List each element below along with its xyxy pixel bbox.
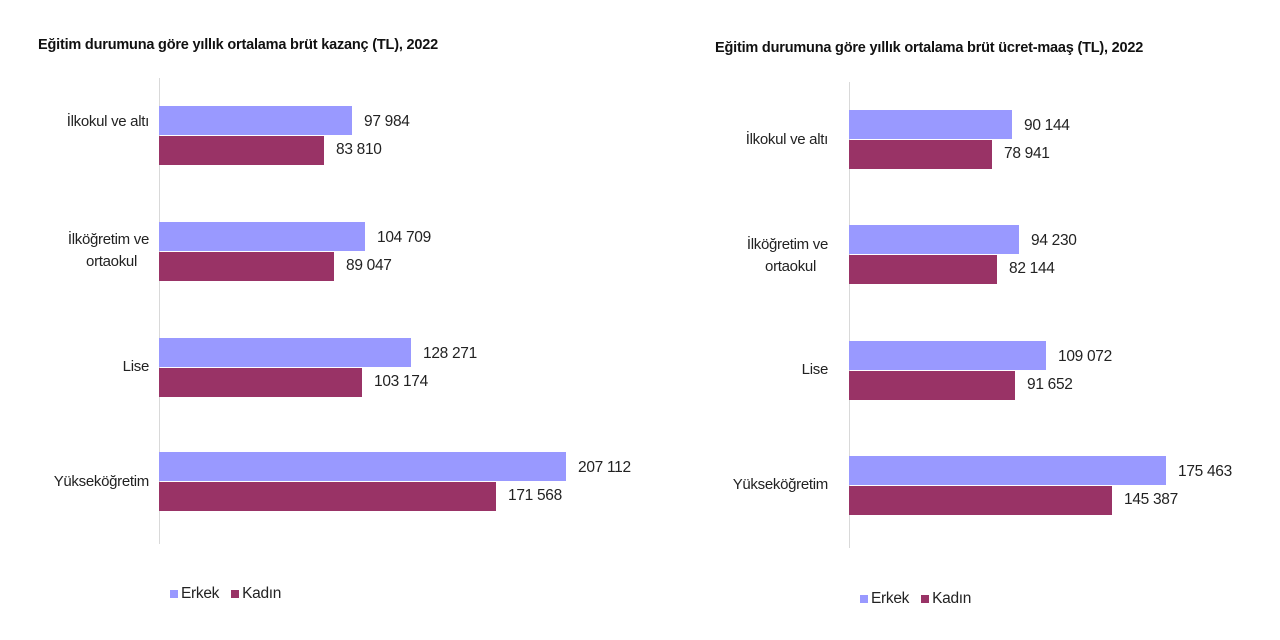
y-axis-line — [849, 82, 850, 548]
category-label-line: İlkokul ve altı — [745, 131, 829, 148]
legend-swatch-erkek — [170, 590, 178, 598]
chart-title: Eğitim durumuna göre yıllık ortalama brü… — [38, 37, 438, 53]
bar-value-label: 109 072 — [1058, 348, 1112, 365]
legend-item-erkek: Erkek — [860, 590, 909, 608]
category-label-line: Yükseköğretim — [732, 476, 829, 493]
category-label-line: ortaokul — [86, 253, 137, 270]
legend: Erkek Kadın — [860, 590, 983, 608]
category-label-line: İlköğretim ve — [746, 236, 828, 253]
bar-value-label: 90 144 — [1024, 117, 1070, 134]
category-label-line: İlkokul ve altı — [66, 113, 150, 130]
bar-erkek — [849, 110, 1012, 139]
category-label-line: İlköğretim ve — [67, 231, 149, 248]
legend-label: Erkek — [181, 585, 220, 602]
bar-value-label: 207 112 — [578, 459, 631, 476]
bar-kadin — [159, 368, 362, 397]
legend-item-kadin: Kadın — [231, 585, 281, 603]
chart-title: Eğitim durumuna göre yıllık ortalama brü… — [715, 40, 1144, 56]
category-label-line: ortaokul — [765, 258, 816, 275]
bar-value-label: 97 984 — [364, 113, 410, 130]
legend-swatch-kadin — [231, 590, 240, 598]
category-label: İlkokul ve altı — [0, 111, 150, 133]
bar-erkek — [159, 222, 365, 251]
legend: Erkek Kadın — [170, 585, 293, 603]
bar-value-label: 171 568 — [508, 487, 562, 504]
bar-kadin — [849, 140, 992, 169]
category-label: Yükseköğretim — [0, 471, 150, 493]
bar-kadin — [849, 255, 997, 284]
bar-value-label: 145 387 — [1124, 491, 1178, 508]
legend-label: Kadın — [242, 585, 282, 602]
bar-value-label: 94 230 — [1031, 232, 1077, 249]
category-label-line: Yükseköğretim — [53, 473, 150, 490]
y-axis-line — [159, 78, 160, 544]
legend-swatch-erkek — [860, 595, 868, 603]
category-label-line: Lise — [122, 358, 150, 375]
bar-kadin — [849, 371, 1015, 400]
bar-erkek — [849, 456, 1166, 485]
category-label: İlköğretim ve ortaokul — [678, 234, 828, 278]
chart-left: Eğitim durumuna göre yıllık ortalama brü… — [0, 37, 631, 603]
bar-kadin — [159, 482, 496, 511]
category-label: İlkokul ve altı — [678, 129, 829, 151]
category-label: Lise — [0, 356, 150, 378]
bar-kadin — [849, 486, 1112, 515]
bar-value-label: 104 709 — [377, 229, 431, 246]
category-label: İlköğretim ve ortaokul — [0, 229, 149, 273]
bar-value-label: 91 652 — [1027, 376, 1073, 393]
chart-right: Eğitim durumuna göre yıllık ortalama brü… — [640, 0, 1280, 640]
bar-erkek — [159, 106, 352, 135]
bar-value-label: 83 810 — [336, 141, 382, 158]
bar-value-label: 82 144 — [1009, 260, 1055, 277]
legend-label: Erkek — [871, 590, 910, 607]
legend-item-kadin: Kadın — [921, 590, 971, 608]
legend-label: Kadın — [932, 590, 972, 607]
bar-value-label: 89 047 — [346, 257, 392, 274]
bar-erkek — [159, 452, 566, 481]
bar-value-label: 128 271 — [423, 345, 477, 362]
bar-kadin — [159, 136, 324, 165]
bar-kadin — [159, 252, 334, 281]
bar-value-label: 175 463 — [1178, 463, 1232, 480]
bar-erkek — [159, 338, 411, 367]
bar-value-label: 103 174 — [374, 373, 428, 390]
bar-erkek — [849, 341, 1046, 370]
bar-value-label: 78 941 — [1004, 145, 1050, 162]
category-label-line: Lise — [801, 361, 829, 378]
legend-swatch-kadin — [921, 595, 930, 603]
bar-erkek — [849, 225, 1019, 254]
category-label: Lise — [678, 359, 829, 381]
category-label: Yükseköğretim — [678, 474, 829, 496]
legend-item-erkek: Erkek — [170, 585, 219, 603]
